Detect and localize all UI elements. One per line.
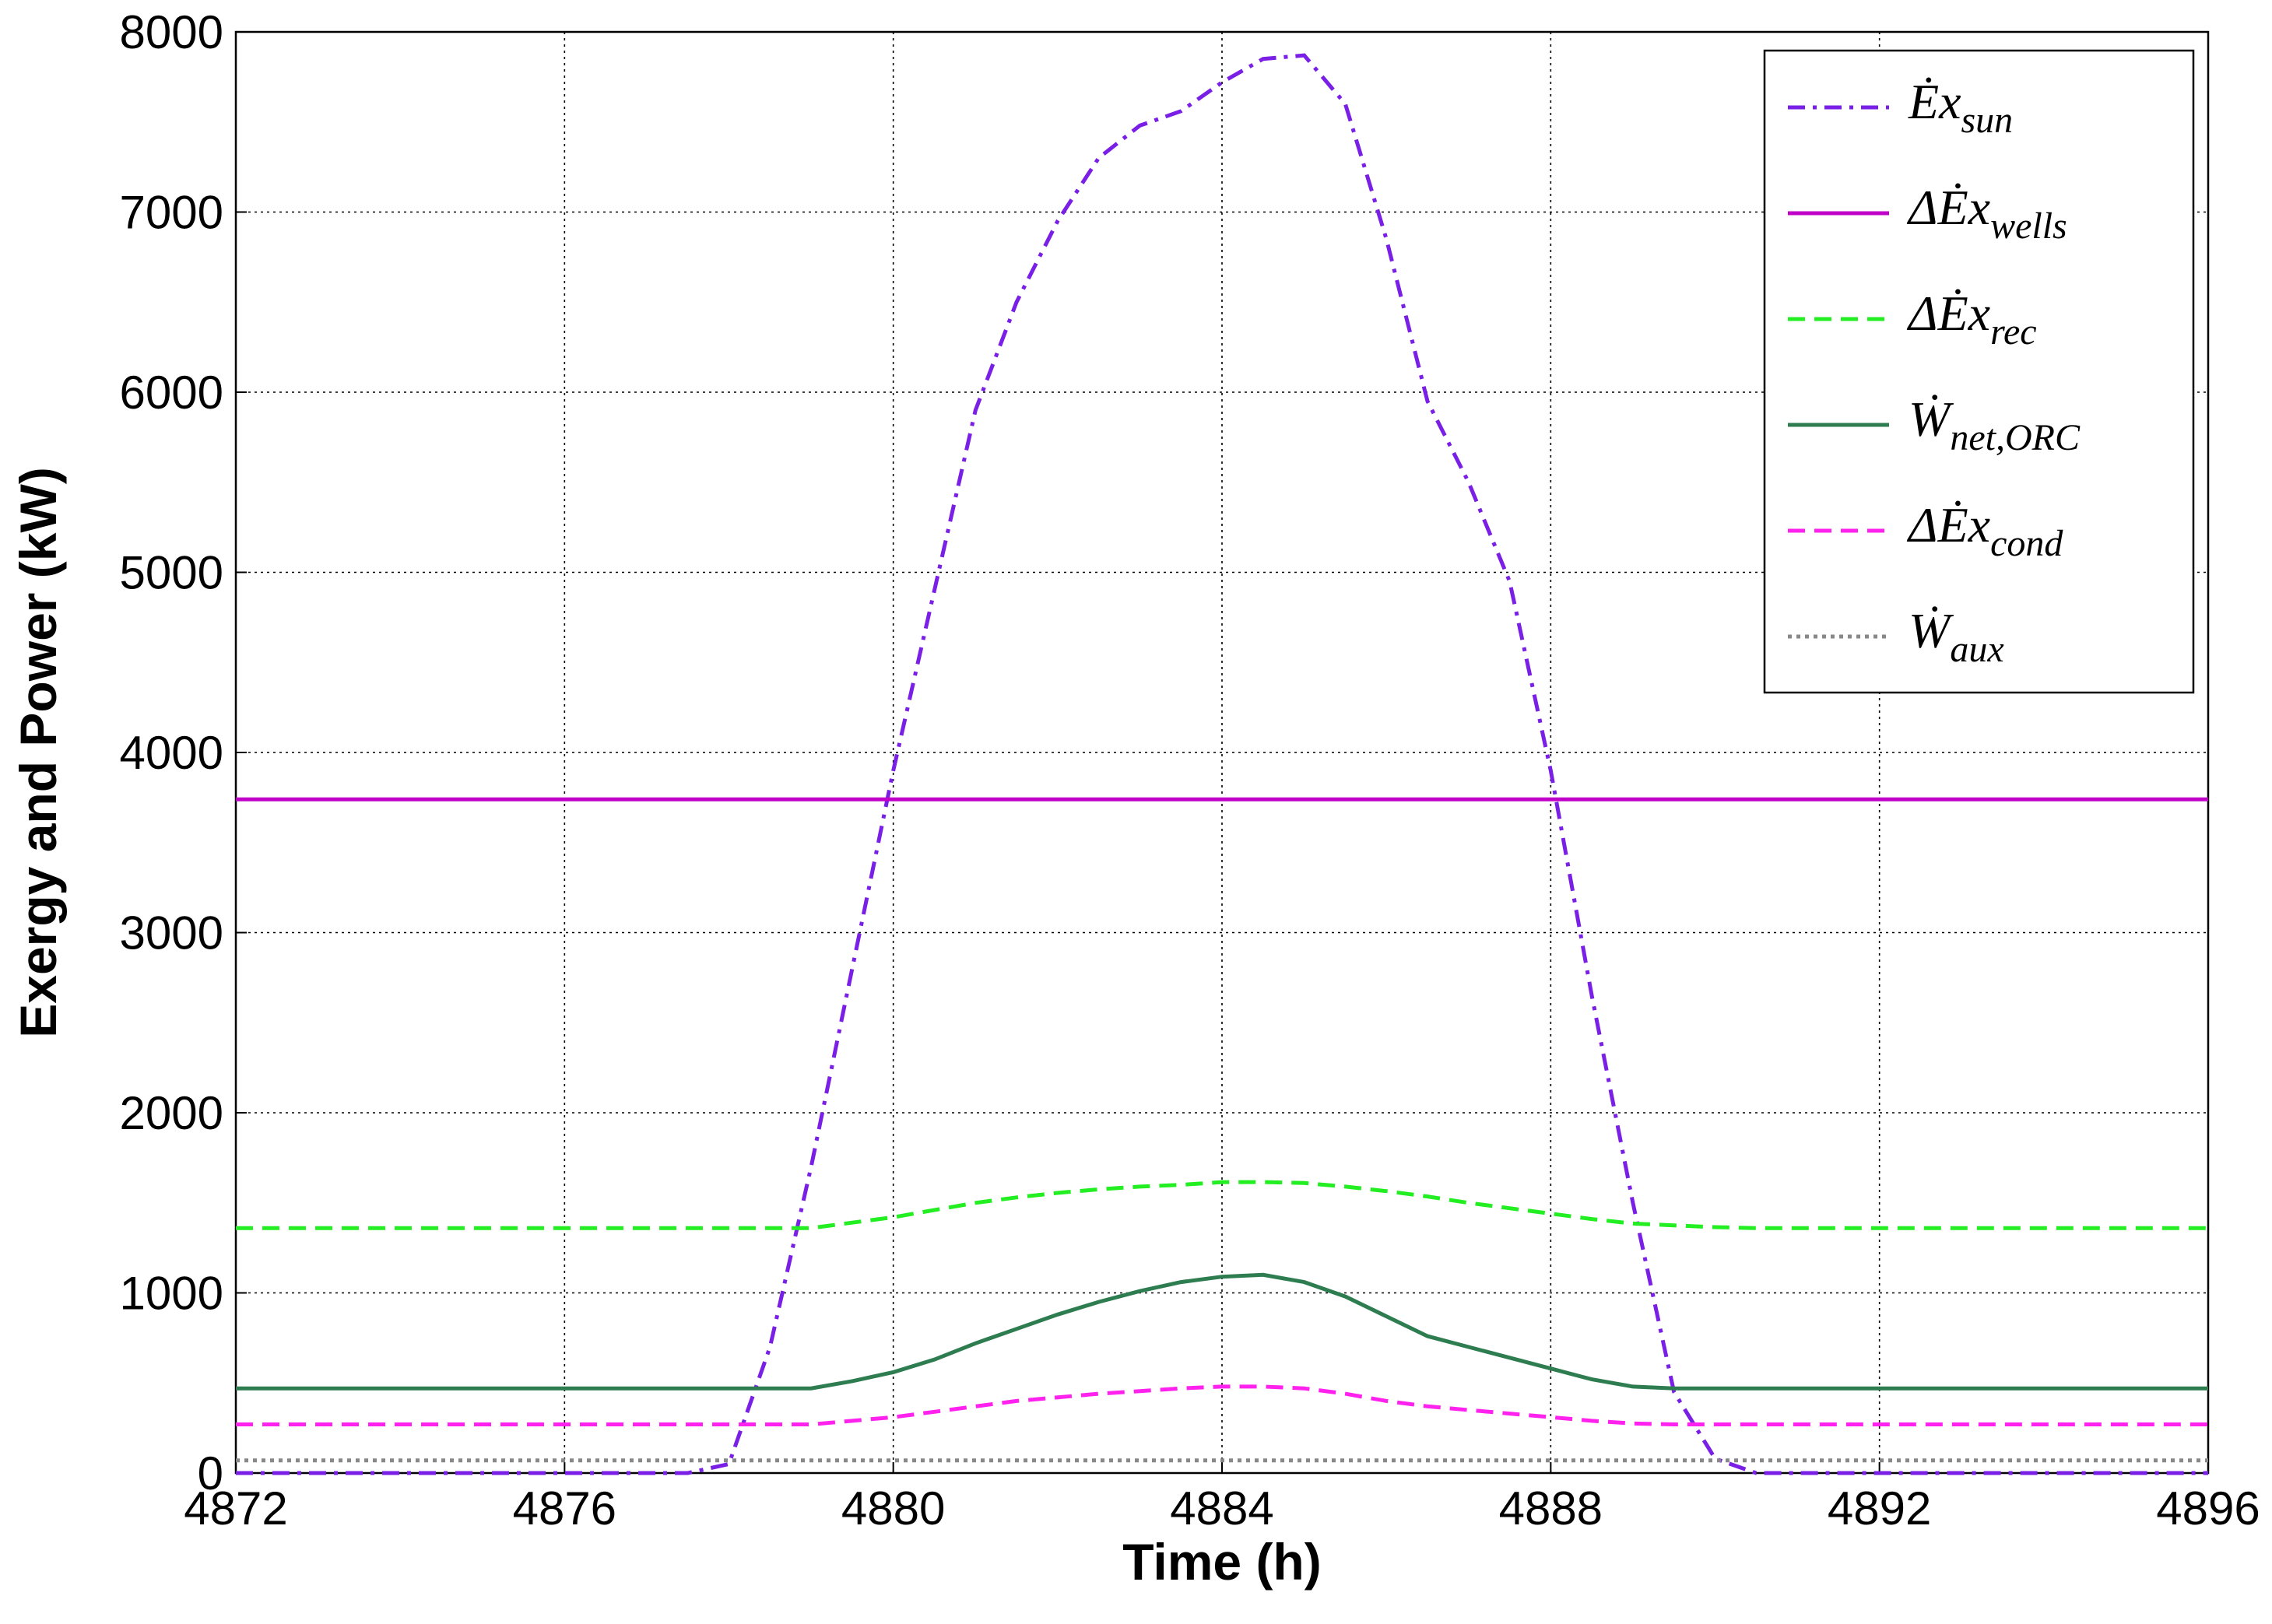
legend: Ėxsun ΔĖxwells ΔĖxrec Ẇnet,ORC ΔĖxcond Ẇaux [1763, 49, 2195, 694]
y-tick-label: 1000 [120, 1268, 223, 1320]
legend-box [1763, 49, 2195, 694]
x-tick-label: 4876 [513, 1482, 616, 1535]
legend-label: Ẇnet,ORC [1909, 391, 2081, 458]
y-tick-label: 3000 [120, 907, 223, 959]
y-tick-label: 6000 [120, 367, 223, 419]
x-tick-label: 4892 [1828, 1482, 1931, 1535]
series-line [236, 1272, 2208, 1391]
legend-label: Ėxsun [1908, 74, 2013, 141]
y-axis-label: Exergy and Power (kW) [9, 467, 67, 1038]
legend-label: Ẇaux [1909, 603, 2004, 670]
plot-frame [234, 30, 2210, 1475]
legend-label: ΔĖxwells [1906, 180, 2067, 247]
y-tick-label: 0 [198, 1447, 223, 1499]
x-axis-label: Time (h) [1122, 1533, 1321, 1591]
series-line [236, 1384, 2208, 1426]
x-tick-label: 4888 [1499, 1482, 1603, 1535]
x-tick-label: 4872 [184, 1482, 287, 1535]
y-tick-label: 5000 [120, 547, 223, 599]
y-tick-label: 7000 [120, 187, 223, 239]
legend-label: ΔĖxcond [1906, 497, 2063, 564]
x-tick-label: 4884 [1170, 1482, 1273, 1535]
y-tick-label: 4000 [120, 727, 223, 779]
series-line [236, 53, 2208, 1475]
x-tick-label: 4880 [841, 1482, 945, 1535]
legend-label: ΔĖxrec [1906, 286, 2037, 353]
series-line [236, 1180, 2208, 1230]
y-tick-label: 8000 [120, 6, 223, 58]
x-tick-label: 4896 [2156, 1482, 2260, 1535]
y-tick-label: 2000 [120, 1087, 223, 1139]
